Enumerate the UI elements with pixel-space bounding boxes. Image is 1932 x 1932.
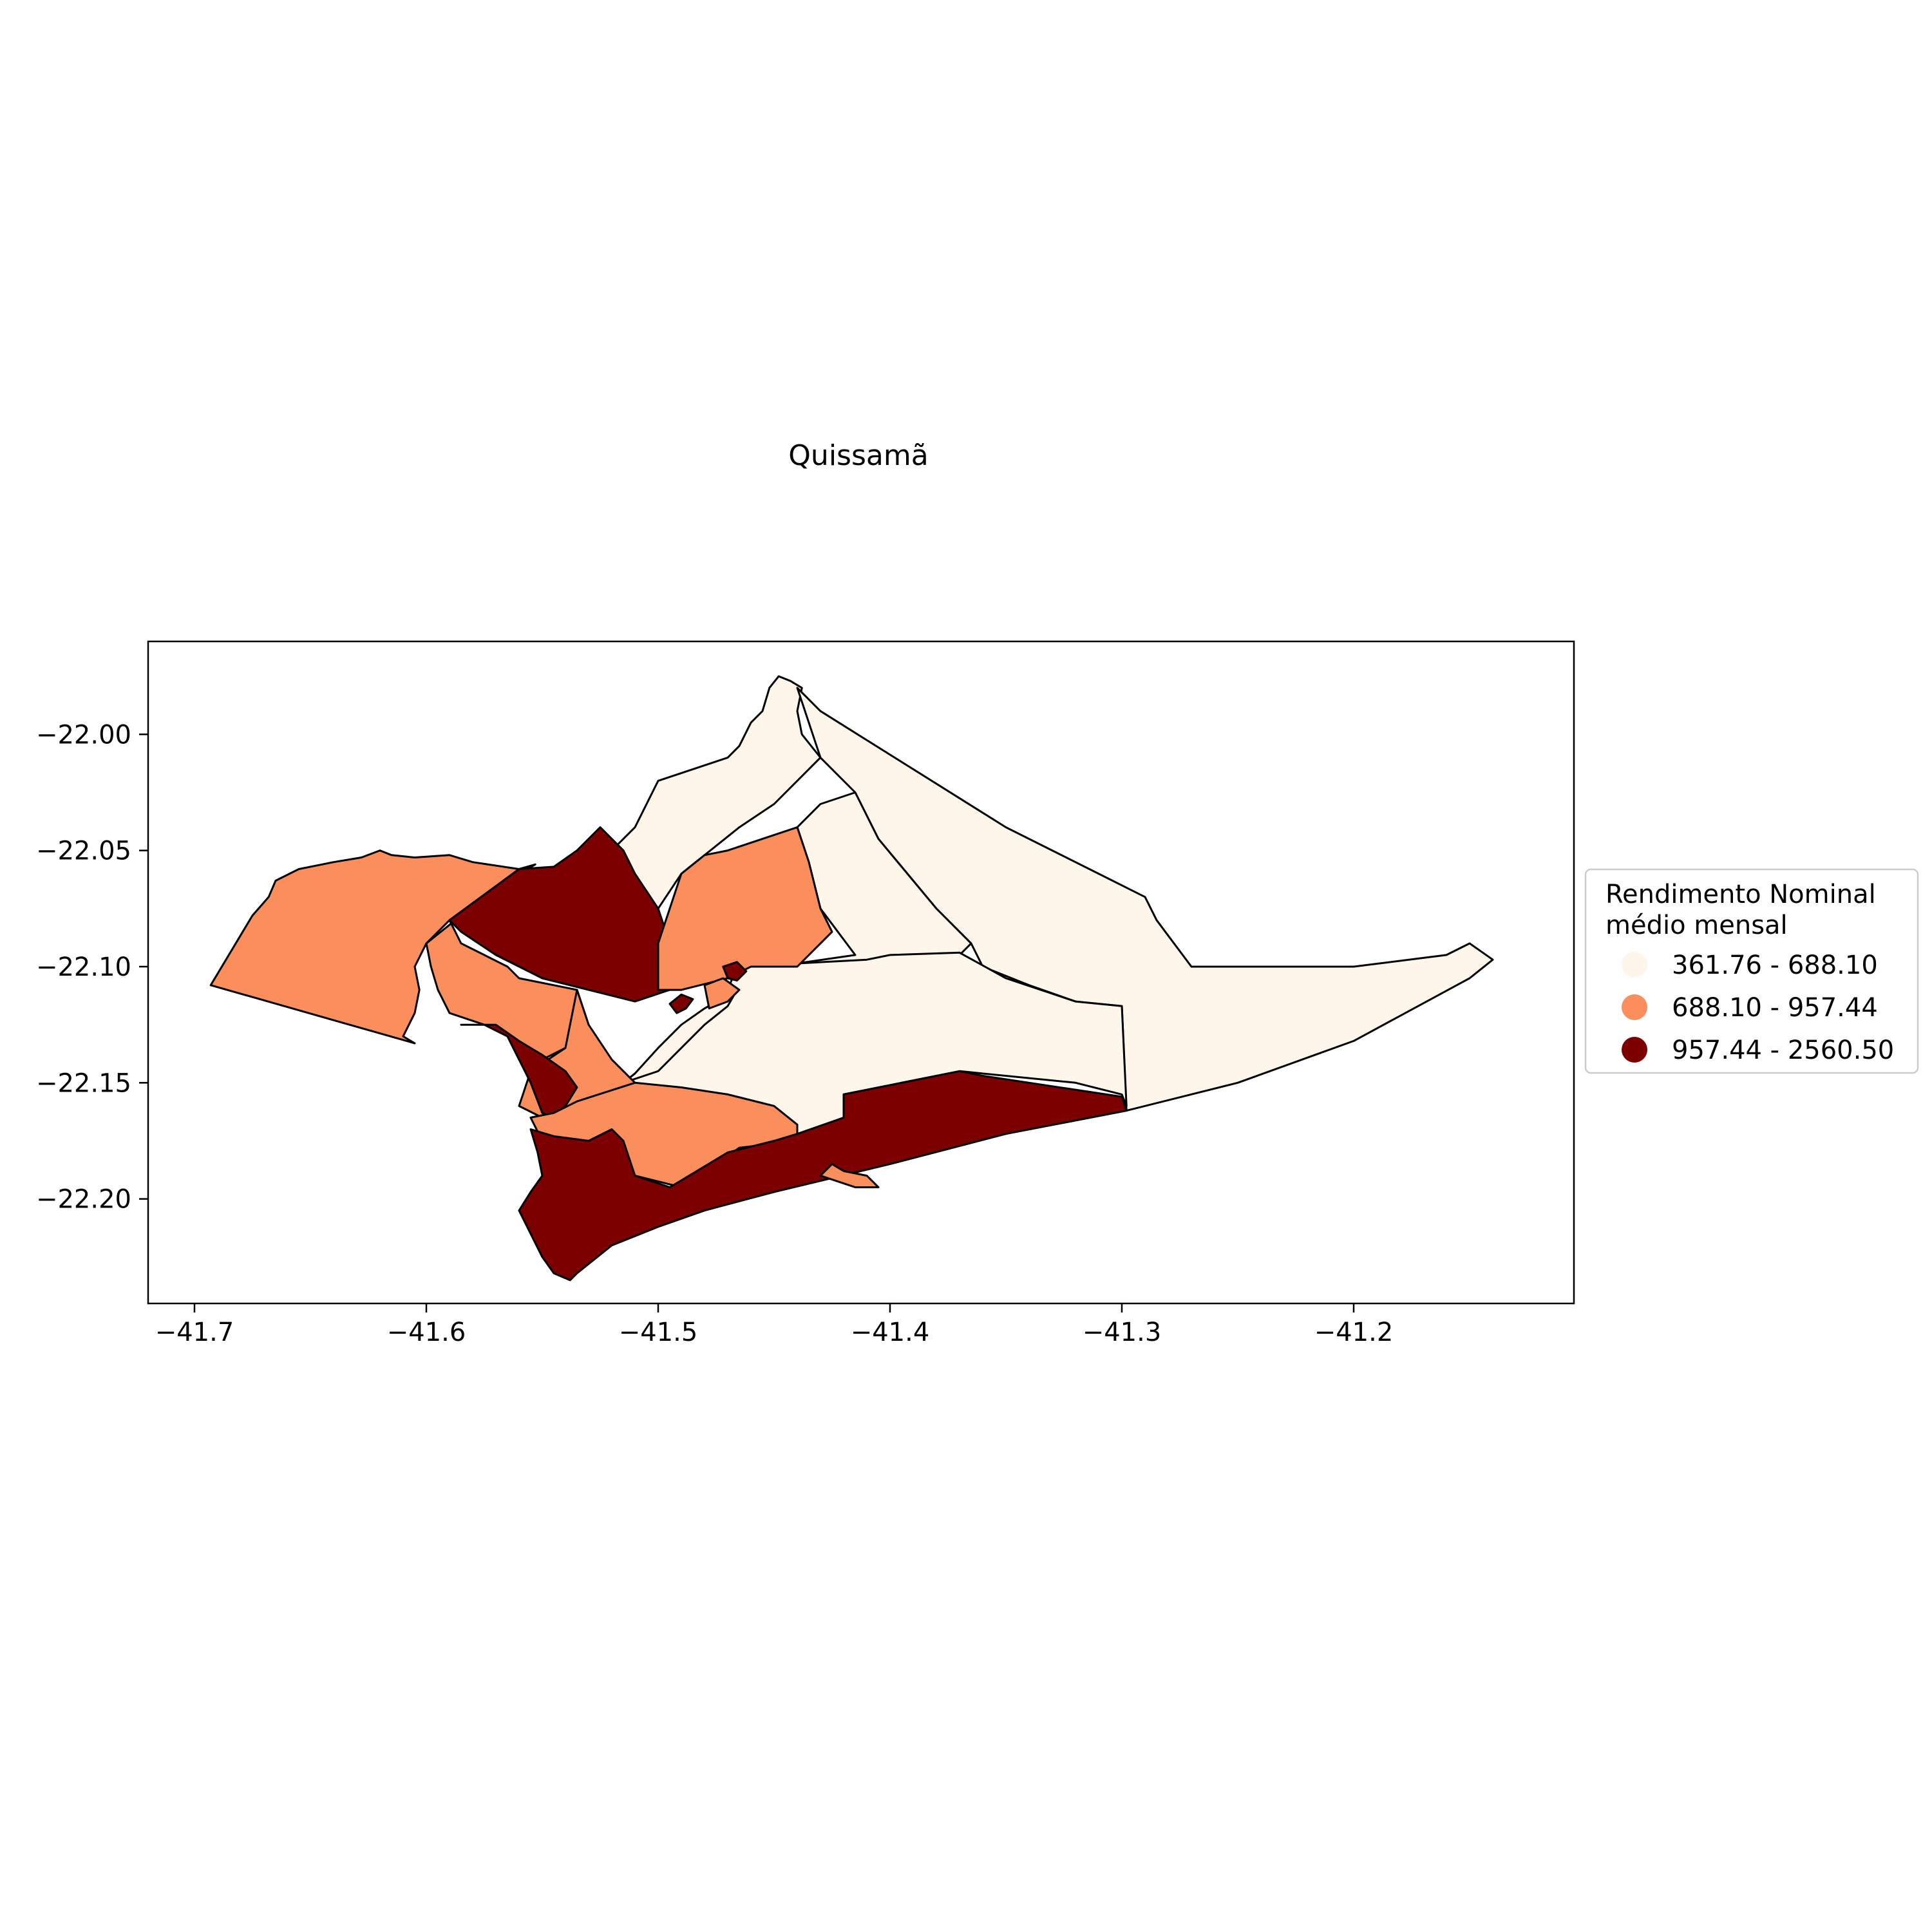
y-tick-label-4: −22.20 [36,1185,131,1215]
x-tick-label-2: −41.5 [619,1318,698,1347]
x-tick-label-0: −41.7 [155,1318,234,1347]
x-tick-label-1: −41.6 [387,1318,466,1347]
y-tick-label-1: −22.05 [36,837,131,866]
map-regions [209,675,1494,1282]
map-region-16 [668,993,694,1014]
legend-box [1584,868,1919,1074]
map-region-5 [209,849,536,1045]
legend-label-2: 957.44 - 2560.50 [1672,1036,1894,1065]
legend-label-0: 361.76 - 688.10 [1672,951,1878,980]
legend-entries: 361.76 - 688.10 688.10 - 957.44 957.44 - 2… [1622,951,1894,1065]
legend-swatch-1 [1622,994,1647,1020]
y-tick-label-3: −22.15 [36,1068,131,1098]
x-tick-label-4: −41.3 [1083,1318,1162,1347]
axes-frame [147,640,1575,1305]
legend-label-1: 688.10 - 957.44 [1672,993,1878,1023]
map-region-14 [703,977,741,1010]
x-tick-label-5: −41.2 [1314,1318,1394,1347]
legend-title: Rendimento Nominal médio mensal [1605,880,1876,940]
chart-title: Quissamã [788,439,928,472]
x-tick-label-3: −41.4 [851,1318,930,1347]
y-axis: −22.00 −22.05 −22.10 −22.15 −22.20 [36,720,148,1215]
legend-swatch-2 [1622,1037,1647,1063]
y-tick-label-0: −22.00 [36,720,131,750]
legend-swatch-0 [1622,952,1647,978]
legend: Rendimento Nominal médio mensal 361.76 - … [1584,868,1919,1074]
x-axis: −41.7 −41.6 −41.5 −41.4 −41.3 −41.2 [155,1303,1394,1347]
map-region-6 [425,868,590,1072]
y-tick-label-2: −22.10 [36,952,131,982]
map-region-15 [722,961,748,982]
map-region-13 [819,1163,880,1189]
